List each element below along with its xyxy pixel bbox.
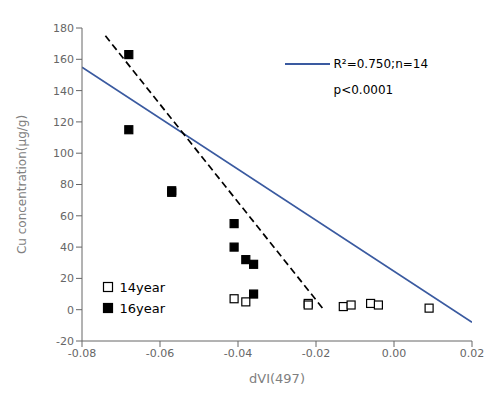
svg-text:20: 20: [60, 272, 74, 285]
svg-text:40: 40: [60, 241, 74, 254]
html-text:14year: 14year: [119, 280, 165, 295]
svg-text:180: 180: [53, 22, 74, 35]
svg-text:0: 0: [67, 304, 74, 317]
svg-text:0.02: 0.02: [460, 347, 485, 360]
html-text:p<0.0001: p<0.0001: [333, 83, 394, 97]
html-text:R²=0.750;n=14: R²=0.750;n=14: [333, 57, 429, 71]
svg-text:80: 80: [60, 178, 74, 191]
html-text:16year: 16year: [119, 301, 165, 316]
svg-text:dVI(497): dVI(497): [249, 371, 305, 386]
svg-text:0.00: 0.00: [382, 347, 407, 360]
svg-text:-0.06: -0.06: [146, 347, 174, 360]
svg-text:Cu concentration(μg/g): Cu concentration(μg/g): [15, 115, 29, 254]
svg-text:-0.04: -0.04: [224, 347, 252, 360]
svg-text:-0.08: -0.08: [68, 347, 96, 360]
svg-text:60: 60: [60, 210, 74, 223]
svg-text:100: 100: [53, 147, 74, 160]
svg-text:140: 140: [53, 85, 74, 98]
svg-text:-0.02: -0.02: [302, 347, 330, 360]
svg-text:120: 120: [53, 116, 74, 129]
svg-text:-20: -20: [56, 335, 74, 348]
svg-text:160: 160: [53, 53, 74, 66]
